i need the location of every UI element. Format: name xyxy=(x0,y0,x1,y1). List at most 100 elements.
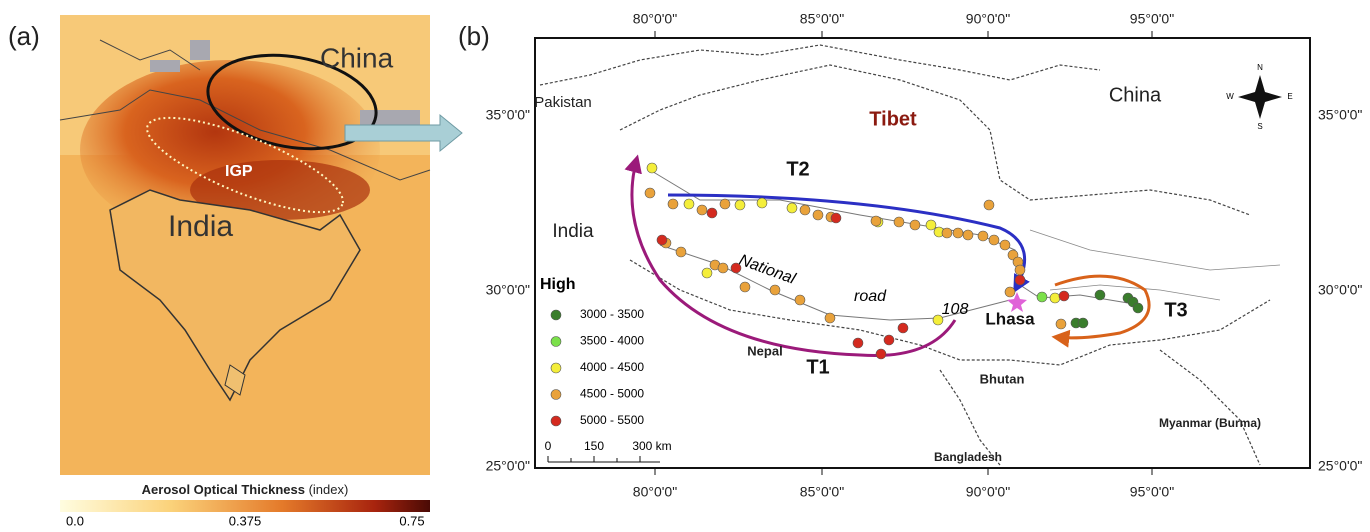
route-label: T3 xyxy=(1164,299,1187,321)
city-label: Lhasa xyxy=(985,309,1035,328)
lon-tick-label: 80°0'0" xyxy=(633,11,677,27)
place-label: Myanmar (Burma) xyxy=(1159,416,1261,430)
site-marker xyxy=(731,263,741,273)
panel-label: (b) xyxy=(458,21,490,51)
site-marker xyxy=(657,235,667,245)
compass-label: E xyxy=(1287,92,1292,101)
panel-b: (b) N E S W 0 150 300 km xyxy=(458,21,1310,468)
lat-tick-label: 35°0'0" xyxy=(486,107,530,123)
site-marker xyxy=(800,205,810,215)
lon-tick-label: 90°0'0" xyxy=(966,484,1010,500)
site-marker xyxy=(853,338,863,348)
colorbar-tick: 0.375 xyxy=(229,513,262,528)
site-marker xyxy=(697,205,707,215)
colorbar xyxy=(60,500,430,512)
site-marker xyxy=(813,210,823,220)
site-marker xyxy=(1037,292,1047,302)
legend-swatch xyxy=(551,416,561,426)
site-marker xyxy=(963,230,973,240)
legend-title: High xyxy=(540,276,576,293)
route-label: T1 xyxy=(806,356,829,378)
site-marker xyxy=(894,217,904,227)
site-marker xyxy=(645,188,655,198)
site-marker xyxy=(757,198,767,208)
legend-swatch xyxy=(551,363,561,373)
site-marker xyxy=(1056,319,1066,329)
legend-label: 3000 - 3500 xyxy=(580,307,644,321)
lon-tick-label: 95°0'0" xyxy=(1130,484,1174,500)
site-marker xyxy=(933,315,943,325)
legend-label: 4000 - 4500 xyxy=(580,360,644,374)
lat-tick-label: 35°0'0" xyxy=(1318,107,1362,123)
colorbar-tick: 0.0 xyxy=(66,513,84,528)
site-marker xyxy=(1133,303,1143,313)
place-label: IGP xyxy=(225,163,253,180)
site-marker xyxy=(831,213,841,223)
site-marker xyxy=(1050,293,1060,303)
site-marker xyxy=(1095,290,1105,300)
place-label: Nepal xyxy=(747,343,782,358)
site-marker xyxy=(910,220,920,230)
site-marker xyxy=(740,282,750,292)
legend-label: 3500 - 4000 xyxy=(580,334,644,348)
lon-tick-label: 80°0'0" xyxy=(633,484,677,500)
road-label: 108 xyxy=(942,301,969,318)
site-marker xyxy=(720,199,730,209)
place-label: Tibet xyxy=(869,108,917,130)
compass-label: N xyxy=(1257,63,1263,72)
lat-tick-label: 25°0'0" xyxy=(486,458,530,474)
legend-label: 4500 - 5000 xyxy=(580,387,644,401)
place-label: Bangladesh xyxy=(934,450,1002,464)
place-label: Bhutan xyxy=(980,371,1025,386)
site-marker xyxy=(668,199,678,209)
compass-label: S xyxy=(1257,122,1262,131)
lon-tick-label: 85°0'0" xyxy=(800,11,844,27)
lat-tick-label: 30°0'0" xyxy=(486,282,530,298)
site-marker xyxy=(871,216,881,226)
place-label: India xyxy=(552,221,594,242)
site-marker xyxy=(1000,240,1010,250)
place-label: India xyxy=(168,210,233,243)
site-marker xyxy=(770,285,780,295)
lat-tick-label: 30°0'0" xyxy=(1318,282,1362,298)
site-marker xyxy=(898,323,908,333)
site-marker xyxy=(953,228,963,238)
legend-swatch xyxy=(551,310,561,320)
lat-tick-label: 25°0'0" xyxy=(1318,458,1362,474)
map-frame xyxy=(535,38,1310,468)
route-label: T2 xyxy=(786,158,809,180)
legend-swatch xyxy=(551,390,561,400)
panel-label: (a) xyxy=(8,21,40,51)
site-marker xyxy=(676,247,686,257)
site-marker xyxy=(942,228,952,238)
lon-tick-label: 85°0'0" xyxy=(800,484,844,500)
site-marker xyxy=(735,200,745,210)
site-marker xyxy=(1015,265,1025,275)
legend-label: 5000 - 5500 xyxy=(580,413,644,427)
place-label: China xyxy=(320,42,394,73)
scale-label: 150 xyxy=(584,439,604,453)
site-marker xyxy=(707,208,717,218)
colorbar-tick: 0.75 xyxy=(399,513,424,528)
legend-swatch xyxy=(551,337,561,347)
compass-label: W xyxy=(1226,92,1234,101)
site-marker xyxy=(702,268,712,278)
colorbar-title: Aerosol Optical Thickness (index) xyxy=(142,482,349,497)
site-marker xyxy=(876,349,886,359)
site-marker xyxy=(825,313,835,323)
site-marker xyxy=(984,200,994,210)
site-marker xyxy=(718,263,728,273)
site-marker xyxy=(926,220,936,230)
site-marker xyxy=(795,295,805,305)
no-data xyxy=(150,60,180,72)
scale-label: 0 xyxy=(545,439,552,453)
site-marker xyxy=(647,163,657,173)
place-label: Pakistan xyxy=(534,94,592,111)
site-marker xyxy=(1059,291,1069,301)
road-label: road xyxy=(854,288,887,305)
lon-tick-label: 90°0'0" xyxy=(966,11,1010,27)
lon-tick-label: 95°0'0" xyxy=(1130,11,1174,27)
site-marker xyxy=(978,231,988,241)
site-marker xyxy=(1078,318,1088,328)
site-marker xyxy=(1015,275,1025,285)
